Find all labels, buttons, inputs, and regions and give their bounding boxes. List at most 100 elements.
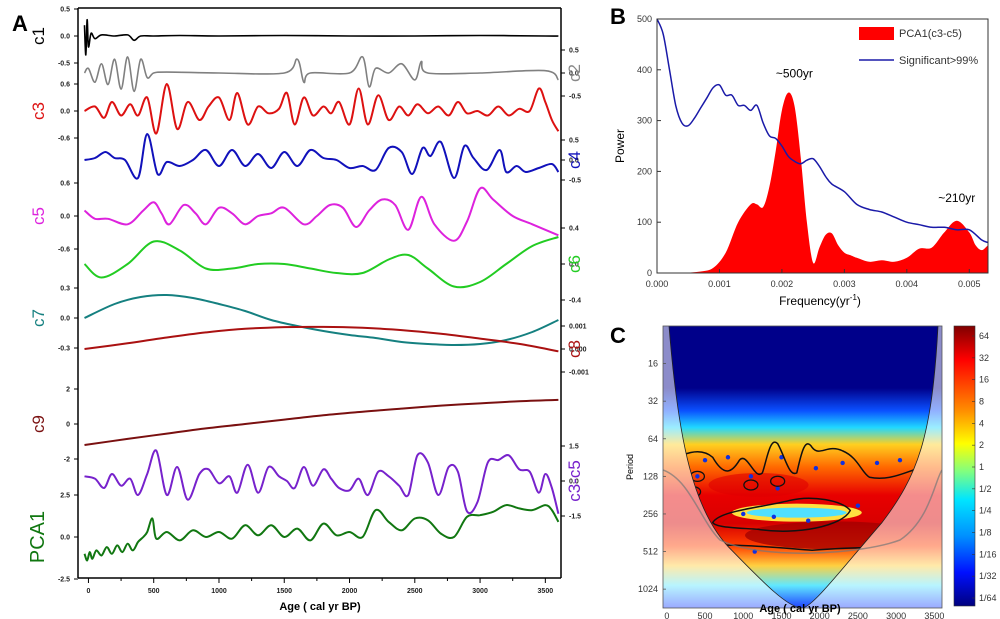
y-tick-label-c7: 0.3	[60, 286, 70, 293]
y-tick-label-c7: -0.3	[58, 346, 70, 353]
series-line-c5	[83, 186, 559, 242]
colorbar-tick-label: 1/8	[979, 528, 992, 538]
y-tick-label-PCA1: 0.0	[60, 535, 70, 542]
panel-c-y-axis-label: Period	[625, 454, 635, 480]
low-power-spot	[806, 518, 811, 523]
series-label-c6: c6	[565, 255, 584, 273]
y-tick-label: 32	[648, 396, 658, 406]
x-tick-label: 3000	[472, 588, 488, 595]
significance-line-99	[656, 18, 989, 244]
y-tick-label-c3: -0.6	[58, 136, 70, 143]
y-tick-label: 256	[643, 509, 658, 519]
y-tick-label: 200	[637, 166, 652, 176]
x-tick-label: 1000	[733, 611, 753, 619]
panel-a-stacked-components: 0.5 0.0 -0.5 c1 0.5 0.0 -0.5 c2 0.6 0.0 -0.6 c3 0.5 0…	[27, 7, 589, 614]
x-tick-label: 3000	[886, 611, 906, 619]
x-tick-label: 1000	[211, 588, 227, 595]
y-tick-label: 512	[643, 547, 658, 557]
series-line-c9	[84, 398, 559, 446]
series-line-PCA1	[83, 504, 560, 562]
y-tick-label-c6: 0.4	[569, 226, 579, 233]
spectrum-area-pca1	[657, 92, 988, 274]
y-tick-label: 0	[647, 268, 652, 278]
series-label-c5: c5	[29, 207, 48, 225]
colorbar-tick-label: 1/4	[979, 506, 992, 516]
y-tick-label-c1: -0.5	[58, 61, 70, 68]
colorbar-tick-label: 1/2	[979, 484, 992, 494]
low-power-spot	[748, 474, 754, 479]
panel-label-c: C	[610, 323, 626, 348]
x-tick-label: 0.002	[771, 279, 794, 289]
y-tick-label-c3-c5: 0.0	[569, 479, 579, 486]
y-tick-label-c8: -0.001	[569, 370, 589, 377]
x-tick-label: 0	[664, 611, 669, 619]
low-power-spot	[702, 457, 708, 463]
series-label-c2: c2	[565, 64, 584, 82]
x-tick-label: 1500	[771, 611, 791, 619]
y-tick-label: 16	[648, 359, 658, 369]
x-tick-label: 0	[86, 588, 90, 595]
legend-label-pca1: PCA1(c3-c5)	[899, 28, 962, 40]
y-tick-label-c4: 0.0	[569, 158, 579, 165]
colorbar	[953, 325, 976, 607]
low-power-spot	[897, 457, 903, 463]
colorbar-tick-label: 1/32	[979, 571, 997, 581]
y-tick-label-PCA1: 2.5	[60, 493, 70, 500]
significance-contour	[663, 441, 920, 479]
panel-a-x-axis-label: Age ( cal yr BP)	[279, 601, 361, 613]
y-tick-label-c2: -0.5	[569, 94, 581, 101]
y-tick-label-c3-c5: 1.5	[569, 444, 579, 451]
colorbar-tick-label: 16	[979, 375, 989, 385]
y-tick-label-c6: -0.4	[569, 298, 581, 305]
colorbar-tick-label: 1	[979, 462, 984, 472]
series-label-PCA1: PCA1	[27, 511, 49, 563]
series-label-c8: c8	[565, 340, 584, 358]
cone-of-influence	[668, 326, 939, 608]
panel-b-power-spectrum: 0 100 200 300 400 500 0.000 0.001 0.002 0.003 0.0…	[613, 14, 989, 308]
y-tick-label-c9: 0	[66, 422, 70, 429]
x-tick-label: 3500	[538, 588, 554, 595]
y-tick-label-c9: 2	[66, 387, 70, 394]
y-tick-label-c8: 0.001	[569, 324, 587, 331]
y-tick-label-PCA1: -2.5	[58, 577, 70, 584]
panel-label-b: B	[610, 4, 626, 29]
x-tick-label: 0.005	[958, 279, 981, 289]
series-line-c8	[84, 325, 559, 353]
low-power-spot	[725, 455, 731, 460]
colorbar-tick-label: 8	[979, 397, 984, 407]
y-tick-label-c7: 0.0	[60, 316, 70, 323]
x-tick-label: 0.000	[646, 279, 669, 289]
y-tick-label-c6: 0.0	[569, 262, 579, 269]
series-line-c7	[84, 293, 559, 347]
colorbar-tick-label: 1/16	[979, 549, 997, 559]
low-power-spot	[874, 460, 880, 466]
y-tick-label: 500	[637, 14, 652, 24]
low-power-spot	[771, 514, 777, 520]
x-tick-label: 2000	[342, 588, 358, 595]
series-label-c9: c9	[29, 415, 48, 433]
y-tick-label-c5: 0.0	[60, 214, 70, 221]
y-tick-label-c9: -2	[64, 457, 70, 464]
y-tick-label-c1: 0.0	[60, 34, 70, 41]
x-tick-label: 1500	[276, 588, 292, 595]
low-power-spot	[855, 503, 861, 508]
low-power-spot	[840, 460, 845, 466]
y-tick-label-c3-c5: -1.5	[569, 514, 581, 521]
y-tick-label: 128	[643, 471, 658, 481]
panel-label-a: A	[12, 11, 28, 36]
y-tick-label-c1: 0.5	[60, 7, 70, 14]
y-tick-label-c8: 0.000	[569, 347, 587, 354]
series-label-c7: c7	[29, 309, 48, 327]
colorbar-tick-label: 32	[979, 353, 989, 363]
series-label-c3: c3	[29, 102, 48, 120]
x-tick-label: 500	[148, 588, 160, 595]
x-tick-label: 2000	[810, 611, 830, 619]
colorbar-tick-label: 2	[979, 440, 984, 450]
colorbar-tick-label: 4	[979, 418, 984, 428]
significance-contour-small	[743, 479, 759, 491]
y-tick-label: 400	[637, 65, 652, 75]
series-line-c3-c5	[84, 449, 560, 515]
y-tick-label-c2: 0.5	[569, 48, 579, 55]
y-tick-label-c3: 0.6	[60, 82, 70, 89]
